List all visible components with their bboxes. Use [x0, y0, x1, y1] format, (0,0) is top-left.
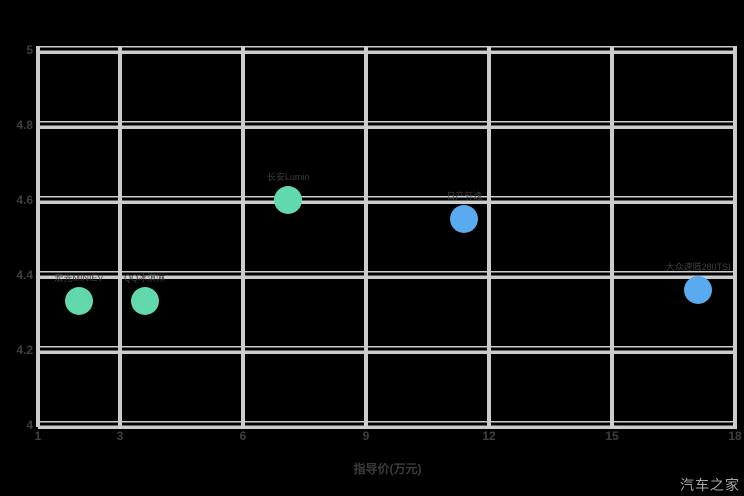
y-tick-label: 4.8 — [16, 118, 33, 132]
y-tick-label: 5 — [26, 43, 33, 57]
data-point-label: 长安Lumin — [266, 172, 310, 182]
grid-line-vertical — [364, 46, 368, 427]
data-point-label: QQ冰淇淋 — [124, 273, 166, 284]
data-point[interactable] — [130, 287, 159, 316]
grid-line-vertical — [36, 46, 40, 427]
x-tick-label: 12 — [482, 429, 496, 443]
grid-line-horizontal — [38, 45, 737, 54]
grid-line-horizontal — [38, 195, 737, 204]
data-point[interactable] — [684, 276, 713, 304]
grid-line-horizontal — [38, 345, 737, 354]
data-point-label: 大众速腾280TSI — [665, 262, 731, 272]
grid-line-vertical — [241, 46, 245, 427]
y-tick-label: 4 — [26, 418, 33, 432]
y-tick-label: 4.4 — [16, 268, 33, 282]
data-point-label: 宏光MINIEV — [54, 273, 104, 284]
data-point-label: 日产轩逸 — [446, 190, 483, 201]
grid-line-vertical — [118, 46, 122, 427]
grid-line-horizontal — [38, 420, 737, 429]
watermark-autohome: 汽车之家 — [680, 477, 740, 493]
data-point[interactable] — [65, 287, 93, 316]
x-tick-label: 15 — [605, 429, 619, 443]
grid-line-horizontal — [38, 270, 737, 279]
y-tick-label: 4.2 — [16, 343, 33, 357]
grid-line-vertical — [733, 46, 737, 427]
grid-line-vertical — [610, 46, 614, 427]
data-point[interactable] — [274, 186, 303, 214]
x-tick-label: 6 — [239, 429, 247, 443]
x-tick-label: 1 — [34, 429, 42, 443]
y-tick-label: 4.6 — [16, 193, 33, 207]
data-point[interactable] — [450, 204, 479, 233]
x-tick-label: 9 — [362, 429, 370, 443]
x-tick-label: 18 — [728, 429, 742, 443]
x-tick-label: 3 — [116, 429, 124, 443]
grid-line-vertical — [487, 46, 491, 427]
x-axis-title: 指导价(万元) — [353, 462, 422, 476]
grid-line-horizontal — [38, 120, 737, 129]
